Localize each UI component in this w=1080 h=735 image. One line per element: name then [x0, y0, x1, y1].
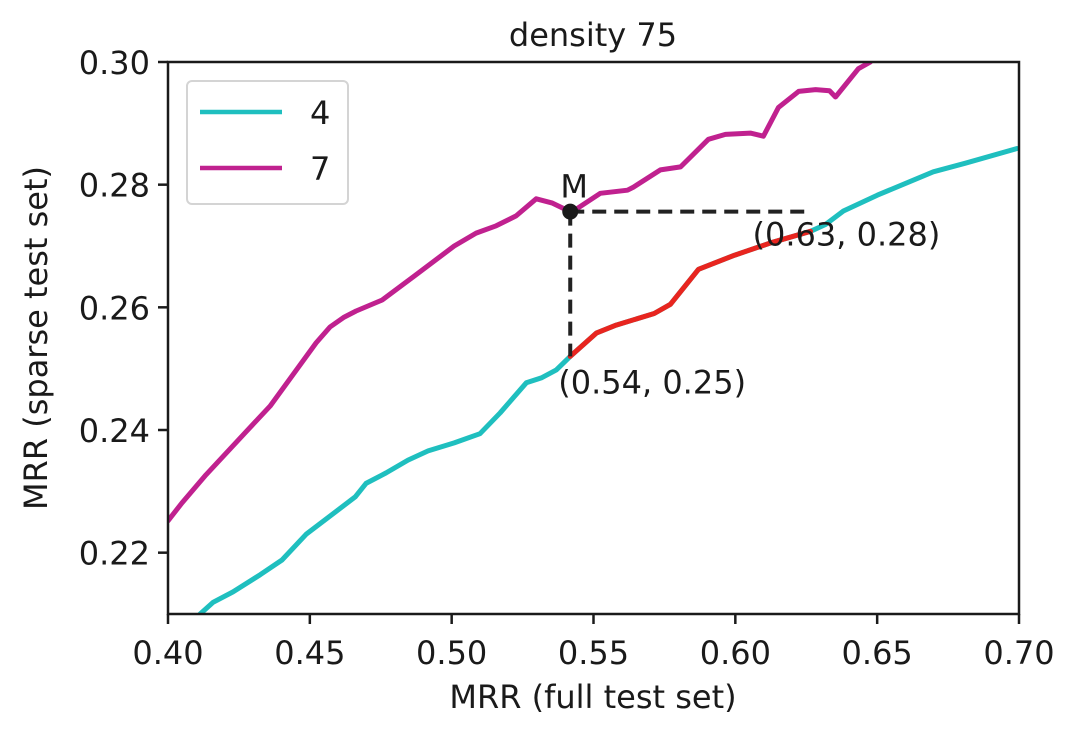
legend-item-7: 7: [200, 150, 330, 188]
y-tick-label: 0.28: [79, 167, 150, 205]
y-tick-label: 0.22: [79, 535, 150, 573]
x-tick-label: 0.45: [274, 634, 345, 672]
series-layer: [168, 62, 1019, 614]
x-axis: 0.40 0.45 0.50 0.55 0.60 0.65 0.70: [132, 614, 1055, 672]
y-axis: 0.22 0.24 0.26 0.28 0.30: [79, 44, 168, 573]
x-tick-label: 0.65: [842, 634, 913, 672]
y-tick-label: 0.30: [79, 44, 150, 82]
legend: 4 7: [186, 80, 349, 205]
x-tick-label: 0.55: [558, 634, 629, 672]
x-tick-label: 0.60: [700, 634, 771, 672]
y-tick-label: 0.26: [79, 289, 150, 327]
legend-item-4: 4: [200, 94, 330, 132]
annotation-label: (0.63, 0.28): [753, 216, 941, 254]
x-tick-label: 0.40: [132, 634, 203, 672]
series-line-4: [197, 146, 1019, 614]
guide-layer: M (0.54, 0.25) (0.63, 0.28): [558, 168, 940, 402]
marker-point-m: [562, 203, 579, 220]
x-tick-label: 0.70: [983, 634, 1054, 672]
y-tick-label: 0.24: [79, 412, 150, 450]
chart-title: density 75: [509, 16, 677, 54]
legend-label-4: 4: [310, 94, 330, 132]
x-tick-label: 0.50: [416, 634, 487, 672]
x-axis-label: MRR (full test set): [449, 678, 736, 716]
marker-label: M: [560, 168, 588, 206]
series-line-7: [168, 62, 873, 524]
annotation-label: (0.54, 0.25): [558, 363, 746, 401]
legend-label-7: 7: [310, 150, 330, 188]
highlight-segment: [567, 228, 813, 359]
y-axis-label: MRR (sparse test set): [17, 166, 55, 510]
